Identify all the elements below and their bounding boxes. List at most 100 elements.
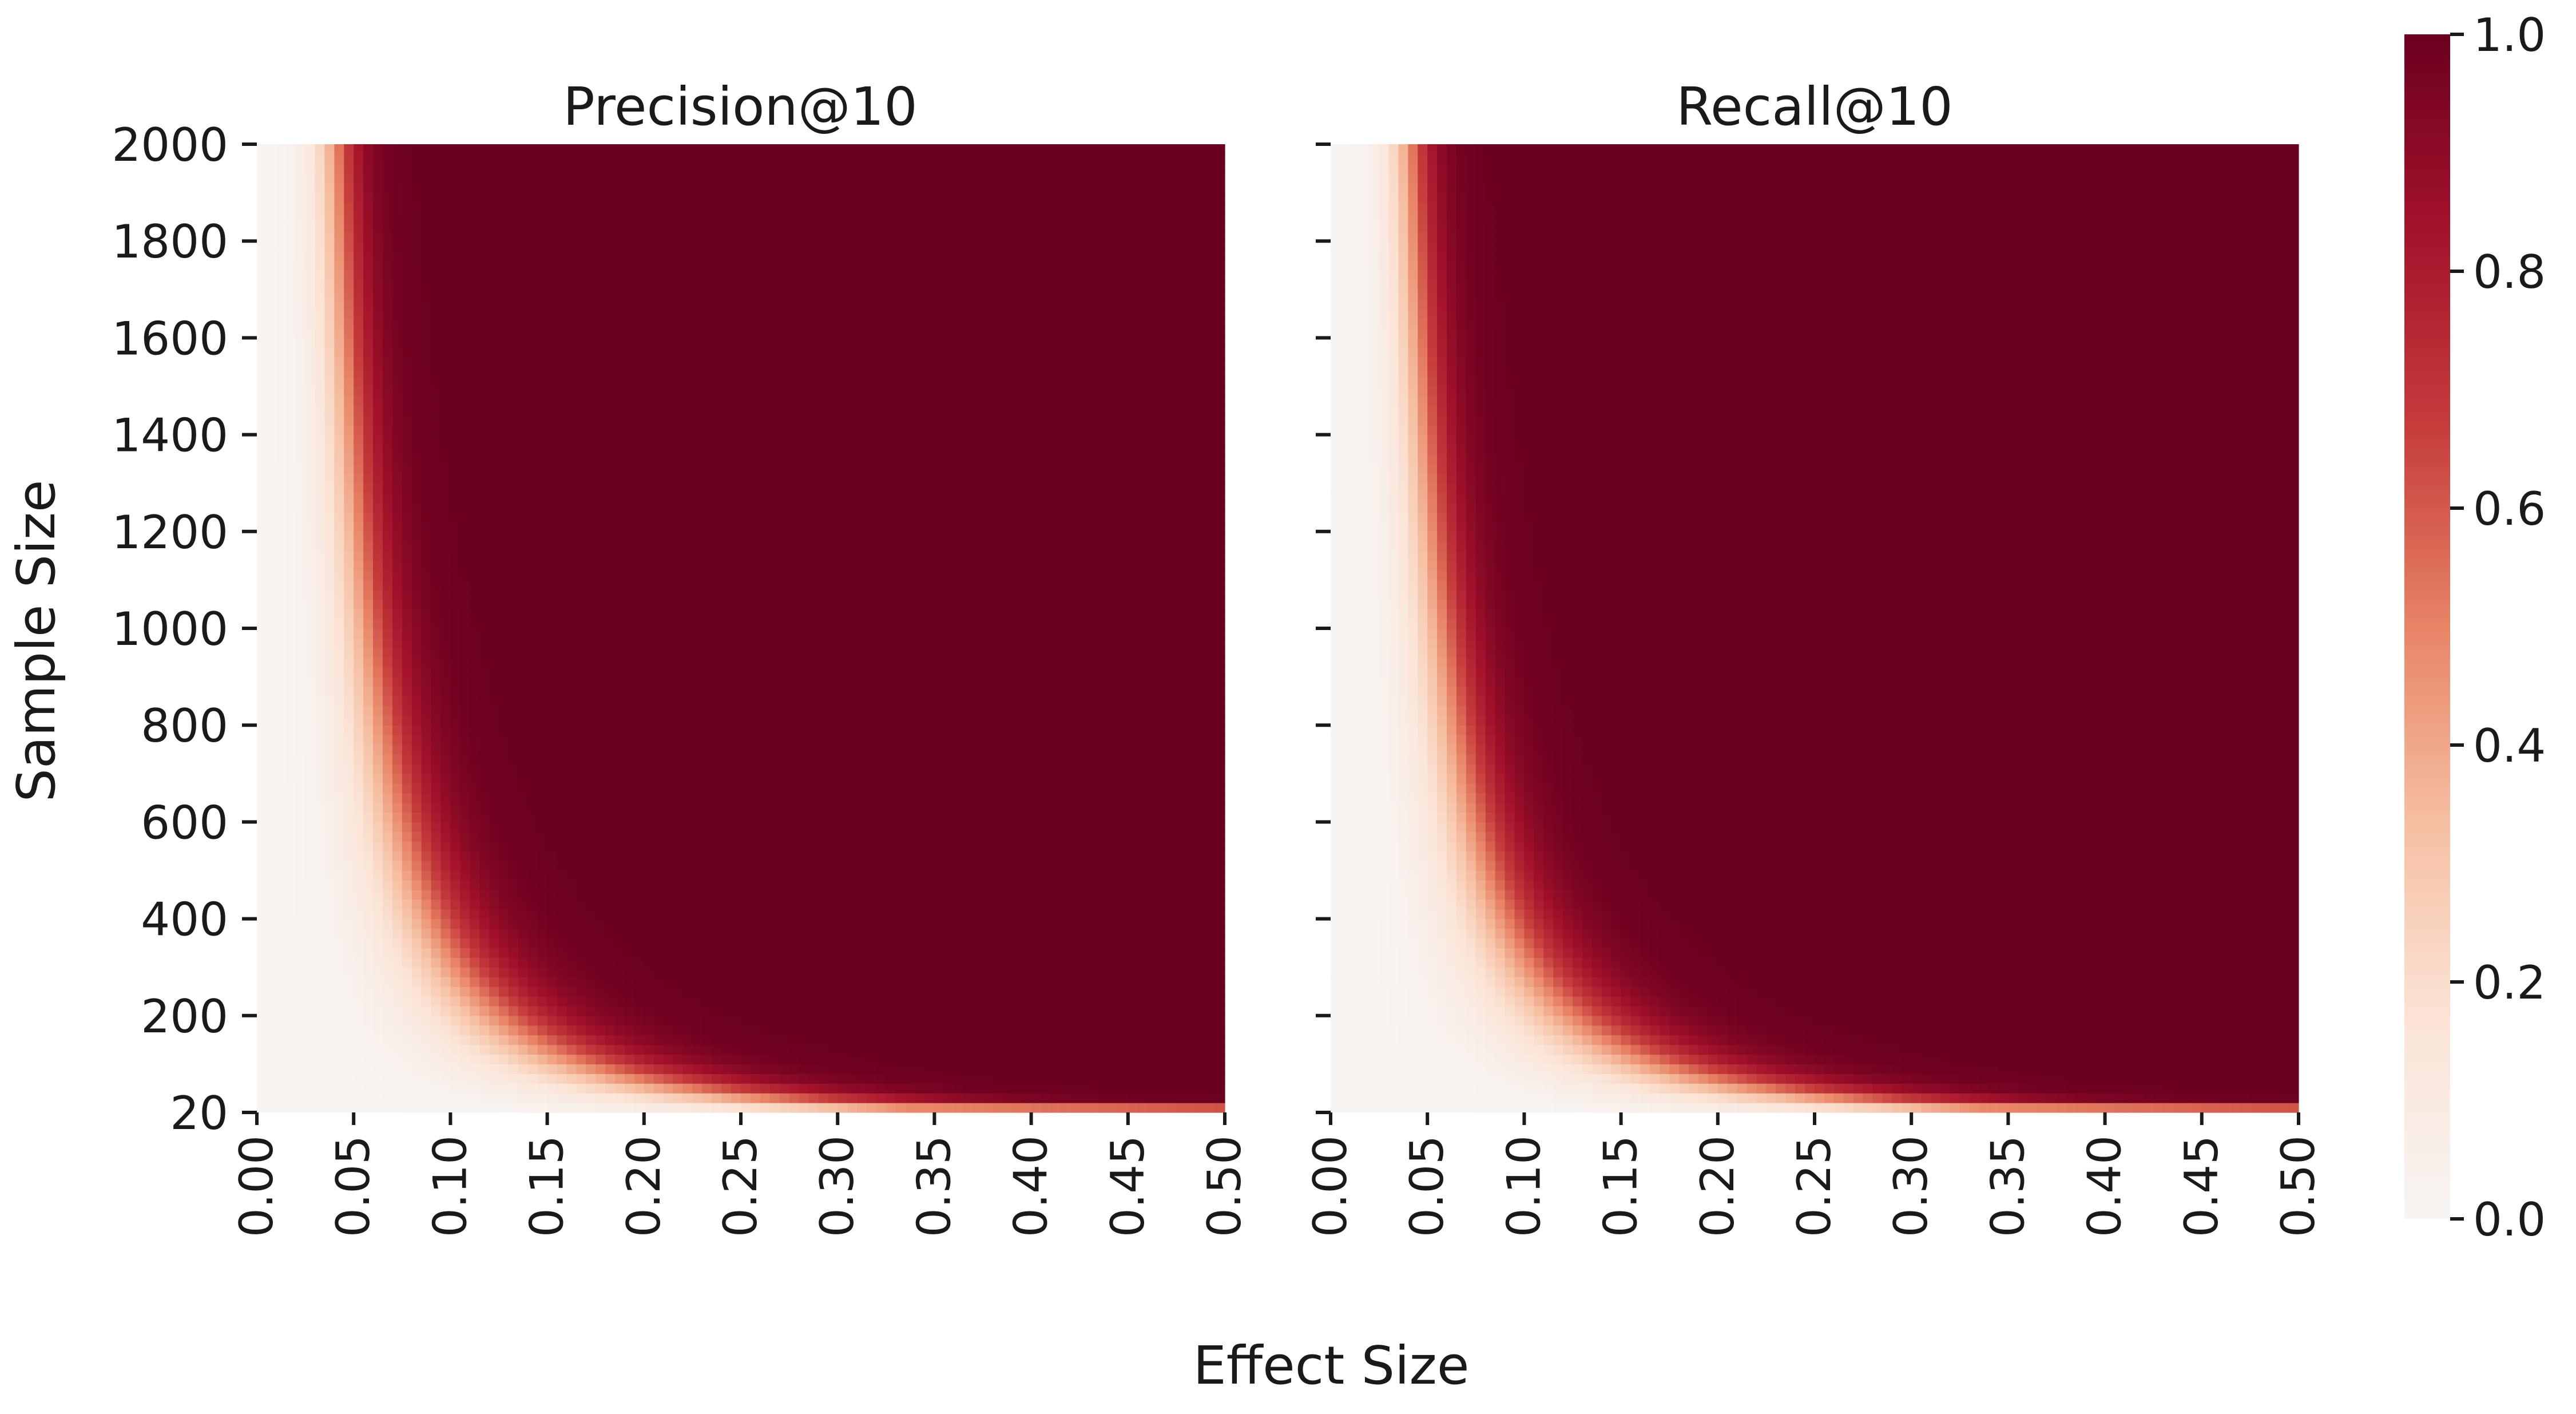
- heatmap-cell: [973, 715, 983, 726]
- heatmap-cell: [992, 715, 1003, 726]
- heatmap-cell: [1137, 744, 1148, 755]
- heatmap-cell: [557, 812, 567, 822]
- heatmap-cell: [460, 637, 470, 648]
- heatmap-cell: [721, 1015, 732, 1026]
- heatmap-cell: [808, 918, 819, 929]
- heatmap-cell: [886, 628, 896, 639]
- heatmap-cell: [547, 715, 558, 726]
- heatmap-cell: [944, 1054, 954, 1064]
- heatmap-cell: [557, 880, 567, 890]
- heatmap-cell: [421, 637, 432, 648]
- heatmap-cell: [673, 987, 684, 997]
- heatmap-cell: [257, 1025, 267, 1036]
- heatmap-cell: [895, 1103, 906, 1113]
- heatmap-cell: [1166, 1035, 1177, 1045]
- heatmap-cell: [818, 996, 828, 1007]
- heatmap-cell: [285, 1035, 296, 1045]
- heatmap-cell: [895, 773, 906, 784]
- heatmap-cell: [499, 1054, 509, 1064]
- heatmap-cell: [363, 628, 374, 639]
- heatmap-cell: [566, 783, 577, 794]
- heatmap-cell: [1070, 841, 1080, 851]
- heatmap-cell: [586, 802, 596, 813]
- heatmap-cell: [905, 802, 916, 813]
- heatmap-cell: [847, 1083, 858, 1094]
- heatmap-cell: [702, 1064, 712, 1074]
- heatmap-cell: [712, 676, 722, 687]
- heatmap-cell: [682, 725, 693, 735]
- heatmap-cell: [1205, 1083, 1216, 1094]
- heatmap-cell: [963, 938, 974, 948]
- heatmap-cell: [586, 948, 596, 958]
- heatmap-cell: [663, 1044, 674, 1055]
- heatmap-cell: [663, 889, 674, 900]
- heatmap-cell: [518, 996, 529, 1007]
- heatmap-cell: [508, 1044, 519, 1055]
- heatmap-cell: [305, 676, 316, 687]
- heatmap-cell: [866, 696, 877, 706]
- heatmap-cell: [818, 676, 828, 687]
- heatmap-cell: [895, 754, 906, 765]
- heatmap-cell: [663, 996, 674, 1007]
- heatmap-cell: [440, 706, 451, 716]
- heatmap-cell: [460, 851, 470, 861]
- heatmap-cell: [750, 899, 761, 910]
- heatmap-cell: [266, 735, 277, 745]
- heatmap-cell: [411, 637, 422, 648]
- heatmap-cell: [489, 851, 499, 861]
- heatmap-cell: [324, 735, 335, 745]
- heatmap-cell: [344, 628, 354, 639]
- heatmap-cell: [392, 647, 403, 658]
- heatmap-cell: [789, 909, 800, 920]
- heatmap-cell: [1089, 754, 1100, 765]
- heatmap-cell: [1137, 696, 1148, 706]
- heatmap-cell: [1176, 996, 1186, 1007]
- heatmap-cell: [431, 909, 442, 920]
- heatmap-cell: [944, 967, 954, 977]
- heatmap-cell: [750, 706, 761, 716]
- heatmap-cell: [682, 851, 693, 861]
- heatmap-cell: [373, 938, 383, 948]
- heatmap-cell: [1147, 1083, 1158, 1094]
- heatmap-cell: [944, 637, 954, 648]
- heatmap-cell: [1050, 861, 1061, 871]
- heatmap-cell: [479, 948, 490, 958]
- heatmap-cell: [596, 783, 606, 794]
- heatmap-cell: [1060, 1005, 1070, 1016]
- heatmap-cell: [257, 899, 267, 910]
- heatmap-cell: [527, 1074, 538, 1084]
- heatmap-cell: [634, 1103, 645, 1113]
- heatmap-cell: [1186, 967, 1196, 977]
- heatmap-cell: [305, 696, 316, 706]
- heatmap-cell: [954, 928, 964, 939]
- heatmap-cell: [799, 1015, 809, 1026]
- heatmap-cell: [537, 744, 548, 755]
- heatmap-cell: [808, 628, 819, 639]
- heatmap-cell: [644, 1064, 654, 1074]
- heatmap-cell: [1176, 967, 1186, 977]
- heatmap-cell: [1021, 783, 1032, 794]
- heatmap-cell: [557, 744, 567, 755]
- heatmap-cell: [1031, 987, 1042, 997]
- heatmap-cell: [741, 899, 751, 910]
- heatmap-cell: [905, 696, 916, 706]
- heatmap-cell: [915, 889, 926, 900]
- heatmap-cell: [992, 686, 1003, 697]
- heatmap-cell: [276, 1054, 287, 1064]
- heatmap-cell: [518, 763, 529, 774]
- heatmap-cell: [808, 657, 819, 668]
- heatmap-cell: [566, 841, 577, 851]
- heatmap-cell: [963, 686, 974, 697]
- heatmap-cell: [576, 1035, 586, 1045]
- heatmap-cell: [1176, 725, 1186, 735]
- heatmap-cell: [1070, 735, 1080, 745]
- heatmap-cell: [489, 744, 499, 755]
- heatmap-cell: [1196, 870, 1206, 881]
- heatmap-cell: [1215, 1074, 1225, 1084]
- heatmap-cell: [489, 676, 499, 687]
- heatmap-cell: [644, 637, 654, 648]
- heatmap-cell: [866, 880, 877, 890]
- heatmap-cell: [963, 967, 974, 977]
- heatmap-cell: [1157, 754, 1168, 765]
- heatmap-cell: [479, 676, 490, 687]
